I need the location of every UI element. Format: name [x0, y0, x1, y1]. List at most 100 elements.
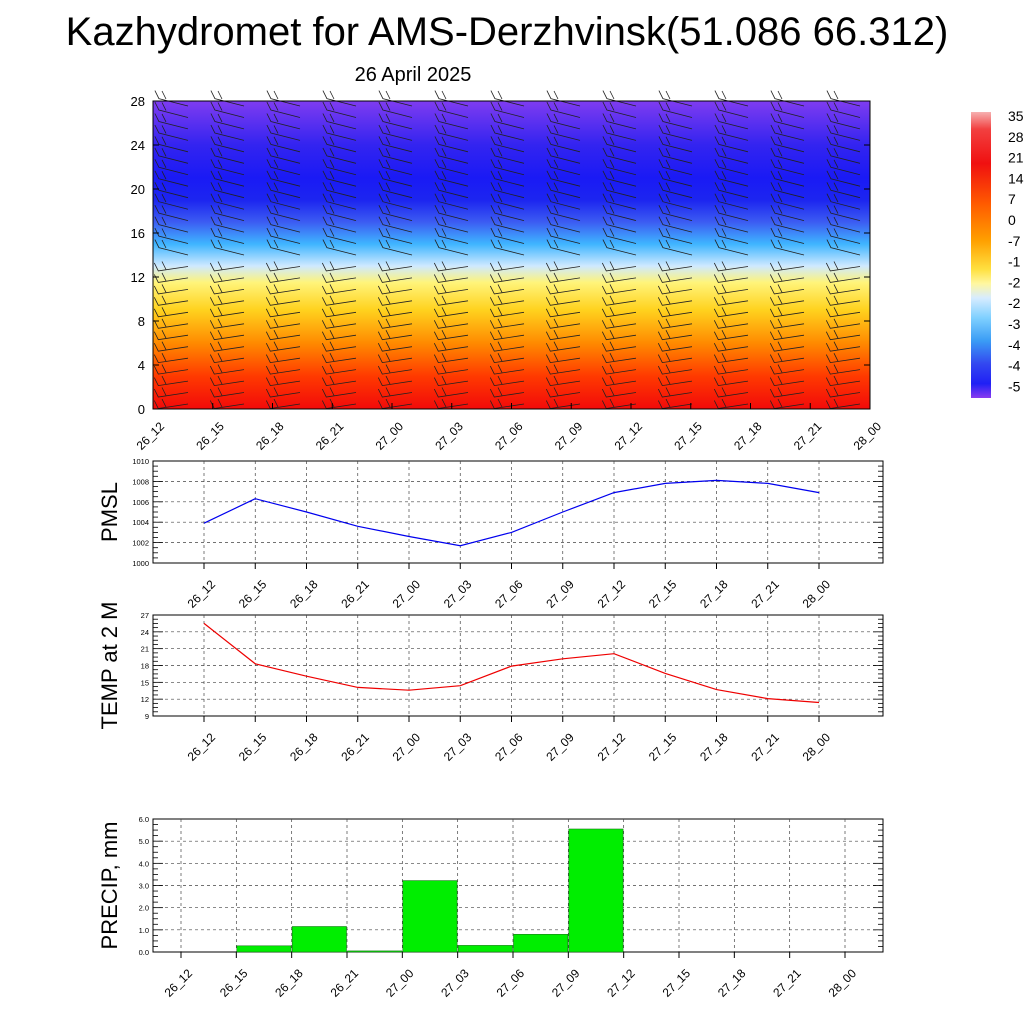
temp-ytick-label: 9 — [145, 712, 149, 721]
temp-ytick-label: 24 — [141, 628, 149, 637]
wind-barb — [434, 124, 469, 141]
wind-barb — [602, 101, 637, 118]
wind-barb — [769, 295, 805, 306]
temp-ytick-label: 21 — [141, 645, 149, 654]
precip-ytick-label: 0.0 — [139, 948, 149, 957]
temp-ytick-label: 12 — [141, 695, 149, 704]
wind-barb — [489, 341, 525, 352]
colorbar-label: 21 — [1008, 150, 1024, 166]
heatmap-ytick-label: 12 — [131, 270, 145, 285]
wind-barb — [714, 90, 749, 107]
wind-barb — [266, 182, 301, 199]
wind-barb — [433, 353, 469, 364]
wind-barb — [489, 261, 525, 272]
wind-barb — [657, 387, 693, 398]
wind-barb — [322, 170, 357, 187]
wind-barb — [602, 193, 637, 210]
wind-barb — [210, 239, 245, 256]
wind-barb — [433, 307, 469, 318]
wind-barb — [489, 375, 525, 387]
wind-barb — [266, 101, 301, 118]
wind-barb — [209, 353, 245, 364]
wind-barb — [826, 216, 861, 233]
wind-barb — [209, 272, 245, 283]
wind-barb — [210, 90, 245, 107]
temp-xtick-label: 27_21 — [748, 730, 782, 764]
wind-barb — [265, 295, 301, 306]
wind-barb — [825, 353, 861, 364]
wind-barb — [209, 261, 245, 272]
wind-barb — [770, 136, 805, 153]
wind-barb — [490, 124, 525, 141]
wind-barb — [433, 375, 469, 387]
wind-barb — [602, 227, 637, 244]
wind-barb — [546, 205, 581, 221]
wind-barb — [602, 124, 637, 141]
wind-barb — [546, 159, 581, 176]
wind-barb — [714, 136, 749, 153]
precip-bar — [236, 945, 292, 953]
wind-barb — [321, 261, 357, 272]
precip-bar — [291, 926, 347, 953]
wind-barb — [769, 272, 805, 283]
wind-barb — [825, 387, 861, 398]
wind-barb — [601, 353, 637, 364]
wind-barb — [265, 330, 301, 341]
wind-barb — [490, 227, 525, 244]
wind-barb — [546, 113, 581, 130]
wind-barb — [434, 101, 469, 118]
wind-barb — [490, 193, 525, 210]
wind-barb — [602, 182, 637, 199]
wind-barb — [657, 272, 693, 283]
wind-barb — [266, 159, 301, 176]
heatmap-xtick-label: 27_00 — [373, 419, 407, 453]
wind-barb — [489, 284, 525, 295]
wind-barb — [209, 307, 245, 318]
wind-barb — [266, 216, 301, 233]
wind-barb — [826, 193, 861, 210]
wind-barb — [714, 216, 749, 233]
wind-barb — [377, 364, 413, 375]
wind-barb — [210, 193, 245, 210]
precip-xtick-label: 27_00 — [383, 966, 417, 1000]
wind-barb — [546, 239, 581, 256]
wind-barb — [826, 159, 861, 176]
temp-xtick-label: 27_06 — [492, 730, 526, 764]
wind-barb — [826, 239, 861, 256]
pmsl-xtick-label: 27_06 — [492, 577, 526, 611]
wind-barb — [770, 227, 805, 244]
wind-barb — [321, 272, 357, 283]
wind-barb — [266, 136, 301, 153]
wind-barb — [826, 182, 861, 199]
colorbar-label: 35 — [1008, 108, 1024, 124]
wind-barb — [546, 90, 581, 107]
wind-barb — [546, 147, 581, 164]
wind-barb — [321, 364, 357, 375]
precip-bar — [568, 828, 624, 953]
wind-barb — [210, 147, 245, 164]
wind-barb — [154, 182, 189, 199]
wind-barb — [321, 284, 357, 295]
temp-xtick-label: 27_15 — [646, 730, 680, 764]
precip-xtick-label: 27_09 — [549, 966, 583, 1000]
wind-barb — [154, 147, 189, 164]
temp-series-line — [203, 622, 820, 704]
wind-barb — [714, 239, 749, 256]
pmsl-xtick-label: 26_15 — [236, 577, 270, 611]
heatmap-field — [153, 101, 870, 409]
pmsl-xtick-label: 26_12 — [185, 577, 219, 611]
wind-barb — [713, 375, 749, 387]
temp-ytick-label: 15 — [141, 678, 149, 687]
wind-barb — [826, 136, 861, 153]
wind-barb — [153, 318, 189, 329]
wind-barb — [713, 364, 749, 375]
wind-barb — [265, 387, 301, 398]
precip-ytick-label: 5.0 — [139, 837, 149, 846]
wind-barb — [770, 239, 805, 256]
wind-barb — [210, 113, 245, 130]
heatmap-xtick-label: 27_06 — [492, 419, 526, 453]
wind-barb — [377, 284, 413, 295]
wind-barb — [601, 272, 637, 283]
wind-barb — [433, 284, 469, 295]
chart-subtitle: 26 April 2025 — [354, 64, 472, 86]
